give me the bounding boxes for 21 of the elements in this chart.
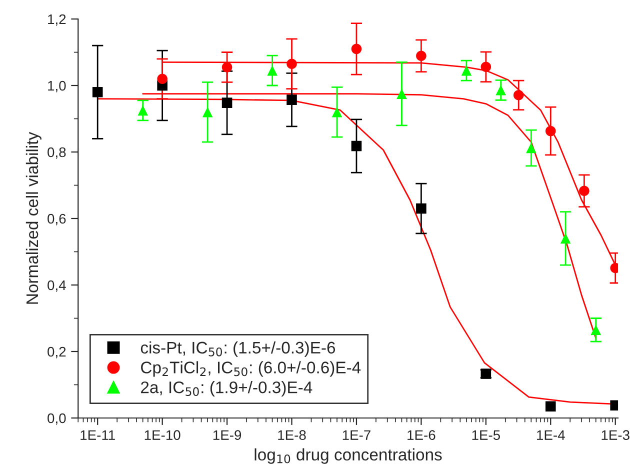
legend-label: cis-Pt, IC$_{50}$: (1.5+/-0.3)E-6 <box>140 341 336 357</box>
y-tick-label: 0,2 <box>48 346 66 358</box>
x-tick-label: 1E-10 <box>144 430 180 440</box>
x-tick-label: 1E-3 <box>602 430 630 440</box>
y-tick-label: 0,6 <box>48 214 66 226</box>
y-tick-label: 0,8 <box>48 147 66 159</box>
x-tick-label: 1E-9 <box>213 430 242 440</box>
x-axis-title: log$_{10}$ drug concentrations <box>254 448 442 464</box>
x-tick-label: 1E-6 <box>408 430 436 440</box>
y-tick-label: 0,0 <box>48 413 66 425</box>
x-tick-label: 1E-5 <box>472 430 500 440</box>
x-tick-label: 1E-11 <box>80 430 115 440</box>
y-tick-label: 0,4 <box>48 280 66 292</box>
y-axis-title: Normalized cell viability <box>26 132 42 304</box>
x-tick-label: 1E-8 <box>278 430 306 440</box>
y-tick-label: 1,2 <box>48 14 66 26</box>
x-tick-label: 1E-4 <box>537 430 565 440</box>
x-tick-label: 1E-7 <box>342 430 370 440</box>
legend-label: 2a, IC$_{50}$: (1.9+/-0.3)E-4 <box>141 381 312 397</box>
legend-label: Cp$_{2}$TiCl$_{2}$, IC$_{50}$: (6.0+/-0.6)E-4 <box>141 361 361 377</box>
y-tick-label: 1,0 <box>48 80 66 92</box>
